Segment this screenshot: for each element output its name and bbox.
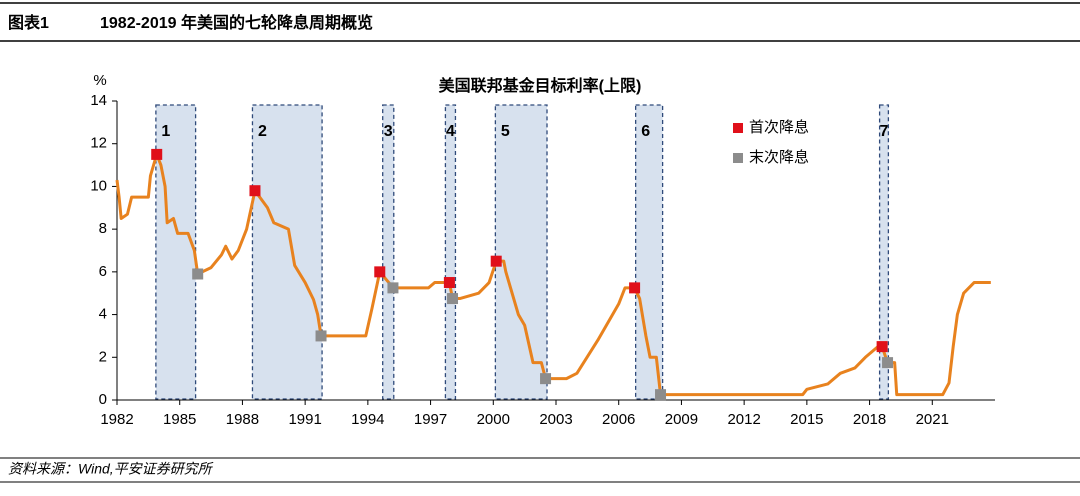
- cut-marker: [249, 185, 261, 197]
- cut-marker: [882, 357, 894, 369]
- cut-marker: [629, 282, 641, 294]
- period-label: 3: [384, 123, 393, 140]
- x-tick-label: 2015: [790, 411, 823, 428]
- cut-marker: [151, 148, 163, 160]
- y-tick-label: 2: [99, 348, 107, 365]
- legend-swatch: [733, 153, 743, 163]
- cut-marker: [192, 268, 204, 280]
- x-tick-label: 1994: [351, 411, 384, 428]
- x-tick-label: 2006: [602, 411, 635, 428]
- x-tick-label: 2021: [916, 411, 949, 428]
- period-label: 2: [258, 123, 267, 140]
- cut-marker: [315, 330, 327, 342]
- x-tick-label: 1982: [100, 411, 133, 428]
- y-tick-label: 4: [99, 306, 107, 323]
- period-label: 1: [161, 123, 170, 140]
- x-tick-label: 1991: [288, 411, 321, 428]
- cut-marker: [876, 341, 888, 353]
- x-tick-label: 2009: [665, 411, 698, 428]
- figure-title: 1982-2019 年美国的七轮降息周期概览: [100, 13, 373, 32]
- source: 资料来源：Wind,平安证券研究所: [8, 461, 214, 477]
- y-tick-label: 10: [90, 177, 107, 194]
- y-tick-label: 0: [99, 391, 107, 408]
- cut-period: [251, 104, 323, 400]
- cut-marker: [443, 277, 455, 289]
- x-tick-label: 1997: [414, 411, 447, 428]
- cut-marker: [374, 266, 386, 278]
- cut-period: [878, 104, 890, 400]
- y-unit: %: [93, 72, 106, 89]
- cut-period: [155, 104, 197, 400]
- period-label: 4: [446, 123, 455, 140]
- cut-marker: [447, 293, 459, 305]
- y-tick-label: 6: [99, 263, 107, 280]
- period-label: 6: [641, 123, 650, 140]
- legend-label: 末次降息: [749, 149, 809, 166]
- figure-number: 图表1: [8, 13, 49, 32]
- y-tick-label: 8: [99, 220, 107, 237]
- period-label: 7: [880, 123, 889, 140]
- cut-marker: [540, 373, 552, 385]
- cut-marker: [655, 389, 667, 401]
- x-tick-label: 1988: [226, 411, 259, 428]
- legend-label: 首次降息: [749, 119, 809, 136]
- cut-marker: [490, 255, 502, 267]
- cut-period: [444, 104, 457, 400]
- x-tick-label: 2003: [539, 411, 572, 428]
- cut-period: [382, 104, 395, 400]
- chart-title: 美国联邦基金目标利率(上限): [439, 76, 642, 95]
- x-tick-label: 1985: [163, 411, 196, 428]
- y-tick-label: 14: [90, 92, 107, 109]
- period-label: 5: [501, 123, 510, 140]
- x-tick-label: 2018: [853, 411, 886, 428]
- rate-line: [115, 152, 991, 397]
- cut-period: [494, 104, 548, 400]
- x-tick-label: 2000: [477, 411, 510, 428]
- legend-swatch: [733, 123, 743, 133]
- cut-marker: [387, 282, 399, 294]
- x-tick-label: 2012: [727, 411, 760, 428]
- y-tick-label: 12: [90, 135, 107, 152]
